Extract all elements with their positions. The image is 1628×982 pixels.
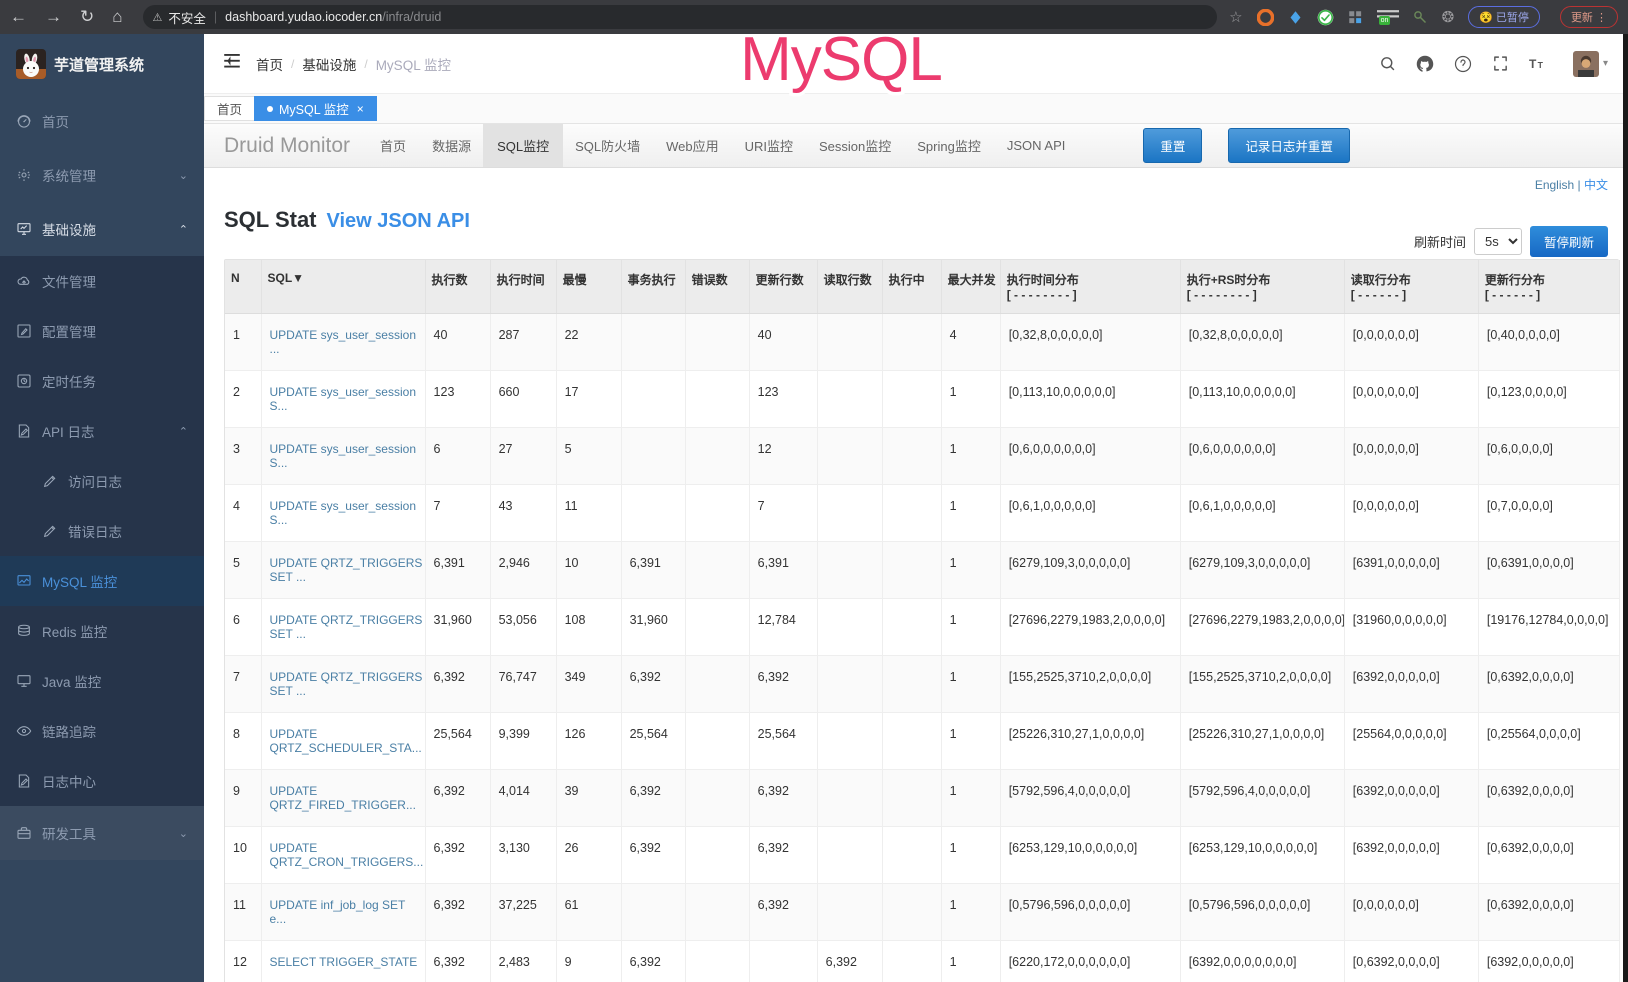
svg-text:MySQL: MySQL — [740, 34, 942, 94]
svg-text:T: T — [1529, 57, 1537, 71]
svg-text:T: T — [1538, 60, 1544, 70]
